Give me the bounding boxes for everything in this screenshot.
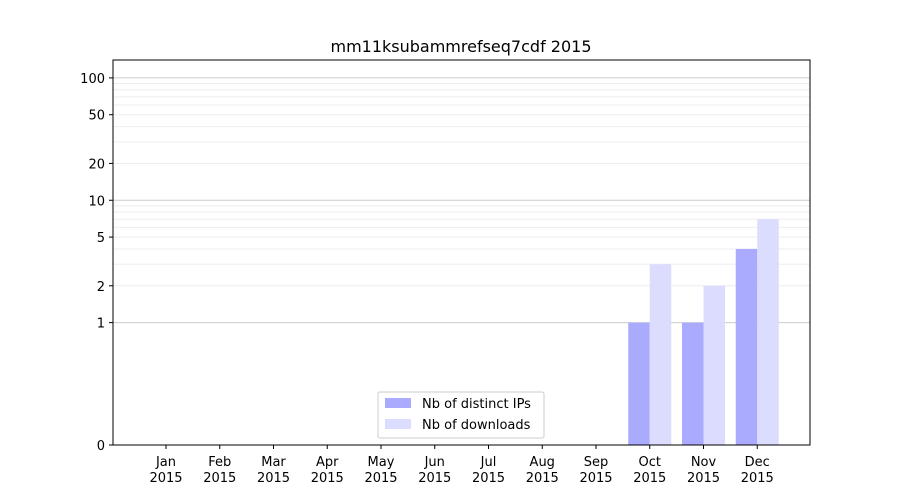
x-tick-label-year: 2015 [741,471,774,486]
y-tick-label: 10 [88,194,105,209]
y-tick-label: 100 [80,72,105,87]
x-tick-label-year: 2015 [203,471,236,486]
bar-downloads [757,219,779,445]
x-tick-label-year: 2015 [311,471,344,486]
x-tick-label-month: May [368,455,395,470]
y-tick-label: 1 [97,317,105,332]
x-tick-label-year: 2015 [364,471,397,486]
x-tick-label-month: Jan [155,455,176,470]
x-tick-label-month: Jun [424,455,445,470]
x-tick-label-year: 2015 [257,471,290,486]
x-tick-label-year: 2015 [526,471,559,486]
bars [628,219,779,445]
plot-frame [112,59,811,446]
legend-swatch-ips [385,398,411,408]
x-tick-label-month: Feb [208,455,231,470]
bar-ips [628,322,650,445]
x-tick-label-year: 2015 [579,471,612,486]
x-tick-label-year: 2015 [687,471,720,486]
legend-label-downloads: Nb of downloads [422,418,531,433]
y-axis: 0 1 2 5 10 20 50 100 [80,72,113,454]
bar-downloads [703,285,725,445]
legend: Nb of distinct IPs Nb of downloads [377,391,545,439]
y-tick-label: 50 [88,109,105,124]
x-tick-label-month: Apr [316,455,339,470]
x-axis: Jan2015Feb2015Mar2015Apr2015May2015Jun20… [149,445,774,486]
x-tick-label-month: Mar [261,455,286,470]
legend-box [377,391,545,439]
legend-swatch-downloads [385,419,411,429]
y-tick-label: 20 [88,157,105,172]
grid [113,77,810,324]
chart-title: mm11ksubammrefseq7cdf 2015 [330,37,591,56]
x-tick-label-month: Nov [691,455,717,470]
y-tick-label: 5 [97,231,105,246]
x-tick-label-year: 2015 [418,471,451,486]
x-tick-label-month: Jul [480,455,497,470]
y-tick-label: 2 [97,280,105,295]
x-tick-label-year: 2015 [633,471,666,486]
bar-ips [682,322,704,445]
x-tick-label-month: Aug [530,455,555,470]
y-tick-label: 0 [97,439,105,454]
legend-label-ips: Nb of distinct IPs [422,397,531,412]
x-tick-label-year: 2015 [472,471,505,486]
x-tick-label-month: Dec [745,455,770,470]
bar-ips [735,248,758,445]
x-tick-label-month: Oct [639,455,661,470]
x-tick-label-month: Sep [584,455,609,470]
bar-downloads [649,264,672,445]
x-tick-label-year: 2015 [149,471,182,486]
